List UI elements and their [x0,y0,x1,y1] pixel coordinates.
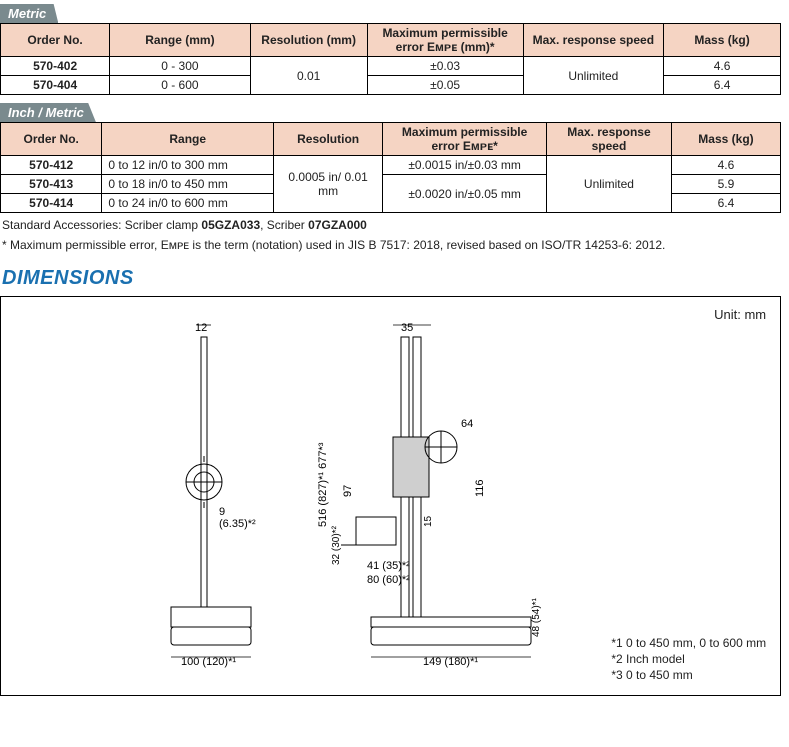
dim-note: *2 Inch model [611,651,766,667]
cell-range: 0 to 24 in/0 to 600 mm [102,194,274,213]
empe-note: * Maximum permissible error, Eᴍᴘᴇ is the… [2,237,789,253]
cell-error: ±0.05 [367,76,523,95]
unit-label: Unit: mm [714,307,766,322]
inch-metric-tab: Inch / Metric [0,103,96,122]
table-header-row: Order No. Range (mm) Resolution (mm) Max… [1,24,781,57]
col-resolution: Resolution (mm) [250,24,367,57]
col-error: Maximum permissible error Eᴍᴘᴇ* [383,123,547,156]
cell-speed: Unlimited [547,156,672,213]
accessory-code: 07GZA000 [308,218,367,232]
dimensions-diagram: Unit: mm 12 35 64 1 [0,296,781,696]
accessories-note: Standard Accessories: Scriber clamp 05GZ… [2,217,789,233]
col-order: Order No. [1,24,110,57]
cell-order: 570-414 [1,194,102,213]
cell-mass: 5.9 [671,175,780,194]
cell-mass: 4.6 [671,156,780,175]
accessory-code: 05GZA033 [201,218,260,232]
dim-label: 116 [474,480,486,498]
dim-note: *3 0 to 450 mm [611,667,766,683]
col-mass: Mass (kg) [664,24,781,57]
dim-label: 149 (180)*¹ [423,656,478,668]
cell-resolution: 0.01 [250,57,367,95]
dim-label: (6.35)*² [219,518,256,530]
dim-label: 15 [423,516,434,528]
col-speed: Max. response speed [523,24,663,57]
cell-error: ±0.0020 in/±0.05 mm [383,175,547,213]
table-row: 570-412 0 to 12 in/0 to 300 mm 0.0005 in… [1,156,781,175]
dim-label: 12 [195,322,207,334]
col-range: Range (mm) [110,24,250,57]
inch-metric-table: Order No. Range Resolution Maximum permi… [0,122,781,213]
cell-mass: 6.4 [664,76,781,95]
cell-order: 570-412 [1,156,102,175]
cell-range: 0 - 300 [110,57,250,76]
dim-label: 35 [401,322,413,334]
dim-label: 80 (60)*² [367,574,410,586]
dim-label: 100 (120)*¹ [181,656,236,668]
table-header-row: Order No. Range Resolution Maximum permi… [1,123,781,156]
cell-mass: 6.4 [671,194,780,213]
table-row: 570-402 0 - 300 0.01 ±0.03 Unlimited 4.6 [1,57,781,76]
dim-label: 41 (35)*² [367,560,410,572]
cell-range: 0 to 18 in/0 to 450 mm [102,175,274,194]
col-range: Range [102,123,274,156]
metric-tab: Metric [0,4,58,23]
cell-resolution: 0.0005 in/ 0.01 mm [274,156,383,213]
dim-label: 9 [219,506,225,518]
dim-label: 97 [342,485,354,497]
cell-error: ±0.0015 in/±0.03 mm [383,156,547,175]
dimensions-heading: DIMENSIONS [2,267,789,290]
cell-order: 570-413 [1,175,102,194]
accessories-text: Standard Accessories: Scriber clamp [2,218,201,232]
cell-error: ±0.03 [367,57,523,76]
metric-table: Order No. Range (mm) Resolution (mm) Max… [0,23,781,95]
dimension-drawing-icon: 12 35 64 116 97 516 (827)*¹ 677*³ 9 (6.3… [141,317,601,687]
col-mass: Mass (kg) [671,123,780,156]
cell-range: 0 to 12 in/0 to 300 mm [102,156,274,175]
col-speed: Max. response speed [547,123,672,156]
dim-label: 32 (30)*² [331,526,342,566]
dim-note: *1 0 to 450 mm, 0 to 600 mm [611,635,766,651]
col-error: Maximum permissible error Eᴍᴘᴇ (mm)* [367,24,523,57]
dim-label: 516 (827)*¹ 677*³ [317,443,329,528]
cell-order: 570-404 [1,76,110,95]
col-resolution: Resolution [274,123,383,156]
col-order: Order No. [1,123,102,156]
accessories-mid: , Scriber [260,218,308,232]
table-row: 570-404 0 - 600 ±0.05 6.4 [1,76,781,95]
dimension-notes: *1 0 to 450 mm, 0 to 600 mm *2 Inch mode… [611,635,766,684]
dim-label: 64 [461,418,473,430]
cell-order: 570-402 [1,57,110,76]
dim-label: 48 (54)*¹ [531,598,542,638]
cell-speed: Unlimited [523,57,663,95]
cell-mass: 4.6 [664,57,781,76]
cell-range: 0 - 600 [110,76,250,95]
